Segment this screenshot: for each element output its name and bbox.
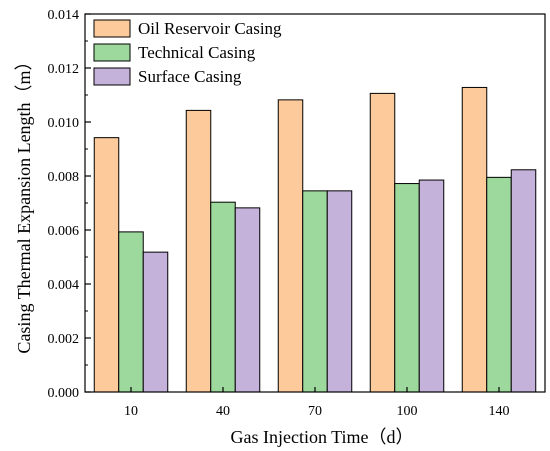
- y-tick-label: 0.006: [48, 224, 80, 239]
- bar-technical-casing-100: [394, 183, 420, 393]
- bars-group: [93, 86, 537, 393]
- bar-surface-casing-140: [510, 169, 537, 393]
- bar-oil-reservoir-casing-70: [277, 99, 304, 393]
- bar-surface-casing-70: [326, 190, 353, 393]
- y-tick-label: 0.004: [48, 278, 80, 293]
- y-tick-label: 0.000: [48, 386, 80, 401]
- x-tick-label-100: 100: [397, 404, 418, 419]
- bar-oil-reservoir-casing-40: [185, 109, 212, 393]
- bar-oil-reservoir-casing-10: [93, 137, 120, 393]
- legend-swatch-1: [93, 43, 131, 62]
- y-tick-label: 0.008: [48, 170, 80, 185]
- y-tick-label: 0.010: [48, 116, 80, 131]
- bar-surface-casing-100: [418, 179, 445, 393]
- y-tick-label: 0.002: [48, 332, 80, 347]
- x-tick-label-140: 140: [489, 404, 510, 419]
- x-tick-label-40: 40: [216, 404, 230, 419]
- legend-swatch-2: [93, 67, 131, 86]
- legend-label-0: Oil Reservoir Casing: [138, 19, 282, 38]
- legend-swatch-0: [93, 19, 131, 38]
- legend: Oil Reservoir Casing Technical Casing Surf…: [93, 19, 282, 86]
- bar-technical-casing-140: [486, 176, 512, 393]
- x-tick-label-70: 70: [308, 404, 322, 419]
- bar-technical-casing-70: [302, 190, 328, 393]
- bar-surface-casing-40: [234, 207, 261, 393]
- bar-surface-casing-10: [142, 251, 169, 393]
- x-tick-label-10: 10: [124, 404, 138, 419]
- legend-label-1: Technical Casing: [138, 43, 256, 62]
- y-axis-title: Casing Thermal Expansion Length（m）: [14, 52, 34, 353]
- axes-group: 0.000 0.002 0.004 0.006 0.008 0.010 0.012 0.014…: [48, 8, 546, 419]
- bar-technical-casing-10: [118, 231, 144, 393]
- bar-technical-casing-40: [210, 201, 236, 393]
- y-tick-label: 0.012: [48, 62, 80, 77]
- bar-oil-reservoir-casing-100: [369, 92, 396, 393]
- x-axis-title: Gas Injection Time（d）: [231, 427, 414, 447]
- bar-oil-reservoir-casing-140: [461, 86, 488, 393]
- legend-label-2: Surface Casing: [138, 67, 242, 86]
- y-tick-label: 0.014: [48, 8, 80, 23]
